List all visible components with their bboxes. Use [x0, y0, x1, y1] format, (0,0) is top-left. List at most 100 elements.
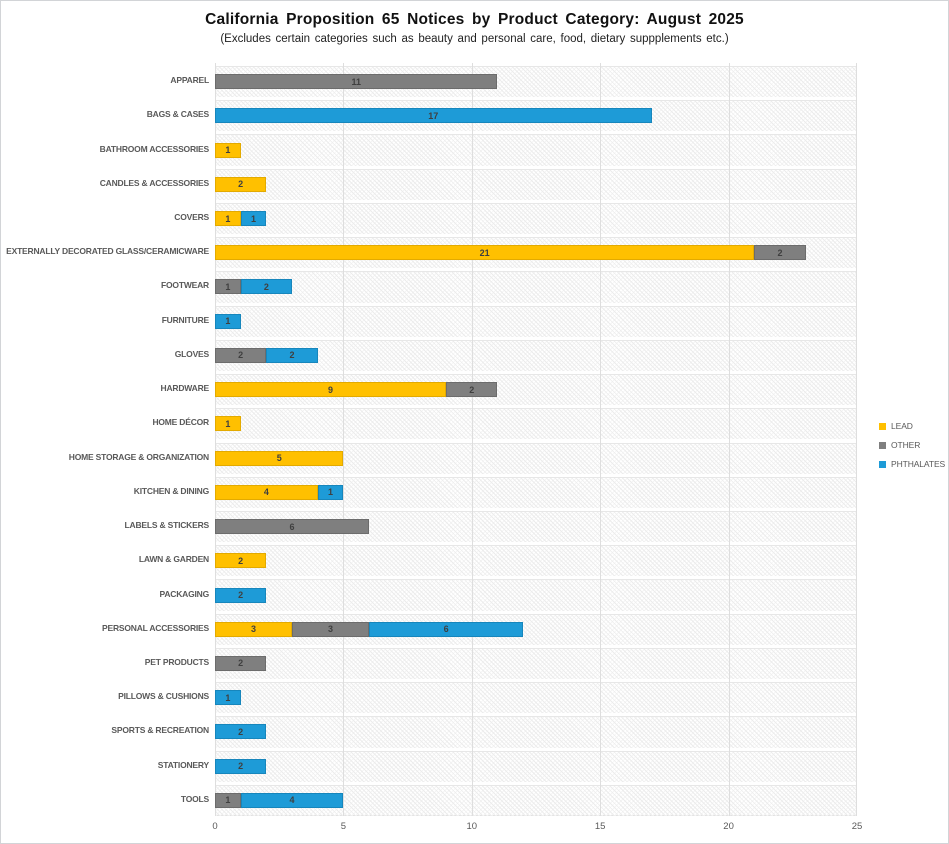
- data-label: 1: [225, 795, 231, 806]
- data-label: 2: [238, 590, 244, 601]
- data-label: 2: [238, 726, 244, 737]
- data-label: 1: [328, 487, 334, 498]
- legend-swatch-lead: [879, 422, 886, 430]
- bar-segment-other: 2: [446, 382, 498, 398]
- data-label: 2: [238, 555, 244, 566]
- bar-row: 2: [215, 576, 857, 611]
- stacked-bar: 5: [215, 450, 344, 466]
- x-tick-label: 0: [212, 821, 218, 832]
- data-label: 6: [443, 624, 449, 635]
- stacked-bar: 21 2: [215, 245, 806, 261]
- plot-area: 11 17 1 2 1 1 21 2 1 2 1 2 2 9 2 1 5 4 1 6 2 2 3 3 6 2 1 2 2 1 4: [215, 63, 857, 816]
- stacked-bar: 3 3 6: [215, 621, 524, 637]
- bar-row: 5: [215, 440, 857, 474]
- category-label: HOME DÉCOR: [152, 417, 209, 428]
- chart-subtitle: (Excludes certain categories such as bea…: [220, 33, 729, 45]
- bar-row: 1: [215, 405, 857, 440]
- bar-segment-other: 3: [292, 621, 370, 637]
- x-tick-label: 15: [594, 821, 606, 832]
- row-background: [215, 305, 857, 337]
- x-tick-label: 25: [851, 821, 863, 832]
- category-label: CANDLES & ACCESSORIES: [99, 177, 210, 188]
- bar-segment-other: 2: [215, 347, 267, 363]
- vertical-gridline: [856, 63, 857, 816]
- data-label: 3: [251, 624, 257, 635]
- vertical-gridline: [343, 63, 345, 816]
- data-label: 1: [225, 692, 231, 703]
- category-label: LABELS & STICKERS: [124, 520, 210, 531]
- row-background: [215, 647, 857, 680]
- stacked-bar: 2: [215, 655, 267, 671]
- bar-segment-other: 2: [215, 655, 267, 671]
- category-label: PILLOWS & CUSHIONS: [118, 691, 209, 702]
- row-background: [215, 168, 857, 200]
- vertical-gridline: [600, 63, 602, 816]
- chart-title: California Proposition 65 Notices by Pro…: [205, 11, 744, 28]
- data-label: 1: [225, 316, 231, 327]
- data-label: 9: [328, 384, 334, 395]
- data-label: 4: [263, 487, 269, 498]
- bar-segment-other: 11: [215, 74, 498, 90]
- bar-segment-other: 6: [215, 519, 370, 535]
- row-background: [215, 716, 857, 748]
- bar-segment-lead: 1: [215, 416, 241, 432]
- data-label: 4: [289, 795, 295, 806]
- category-label: FOOTWEAR: [161, 280, 209, 291]
- x-tick-label: 10: [466, 821, 478, 832]
- bar-segment-lead: 2: [215, 553, 267, 569]
- bar-segment-lead: 3: [215, 621, 293, 637]
- stacked-bar: 2: [215, 176, 267, 192]
- row-background: [215, 579, 857, 611]
- bar-segment-lead: 4: [215, 484, 318, 500]
- bar-row: 2: [215, 748, 857, 782]
- bar-segment-phthalates: 4: [240, 792, 344, 808]
- bar-row: 3 3 6: [215, 611, 857, 645]
- legend-label: LEAD: [891, 421, 913, 431]
- legend-item-phthalates: PHTHALATES: [879, 458, 945, 470]
- legend-swatch-phthalates: [879, 460, 886, 468]
- vertical-gridline: [728, 63, 730, 816]
- data-label: 17: [428, 110, 439, 121]
- bar-segment-phthalates: 1: [215, 313, 241, 329]
- category-label: LAWN & GARDEN: [138, 554, 209, 565]
- stacked-bar: 2: [215, 587, 267, 603]
- data-label: 1: [225, 281, 231, 292]
- stacked-bar: 2: [215, 553, 267, 569]
- bar-row: 2: [215, 542, 857, 577]
- category-label: PERSONAL ACCESSORIES: [102, 622, 209, 633]
- bar-segment-lead: 2: [215, 176, 267, 192]
- stacked-bar: 6: [215, 519, 370, 535]
- bar-segment-other: 1: [215, 792, 241, 808]
- data-label: 2: [238, 658, 244, 669]
- bar-segment-other: 1: [215, 279, 241, 295]
- data-label: 1: [225, 418, 231, 429]
- data-label: 1: [251, 213, 257, 224]
- bar-row: 2: [215, 166, 857, 200]
- legend-swatch-other: [879, 441, 886, 449]
- stacked-bar: 1: [215, 313, 241, 329]
- stacked-bar: 2: [215, 758, 267, 774]
- row-background: [215, 271, 857, 303]
- category-label: APPAREL: [170, 75, 209, 86]
- data-label: 3: [328, 624, 334, 635]
- bar-segment-phthalates: 1: [240, 211, 267, 227]
- row-background: [215, 339, 857, 372]
- bar-segment-phthalates: 2: [266, 347, 318, 363]
- legend-label: PHTHALATES: [891, 459, 946, 469]
- category-axis: APPAREL BAGS & CASES BATHROOM ACCESSORIES C…: [1, 63, 209, 816]
- row-background: [215, 408, 857, 440]
- category-label: STATIONERY: [157, 759, 209, 770]
- row-background: [215, 202, 857, 235]
- stacked-bar: 17: [215, 108, 652, 124]
- data-label: 5: [276, 453, 282, 464]
